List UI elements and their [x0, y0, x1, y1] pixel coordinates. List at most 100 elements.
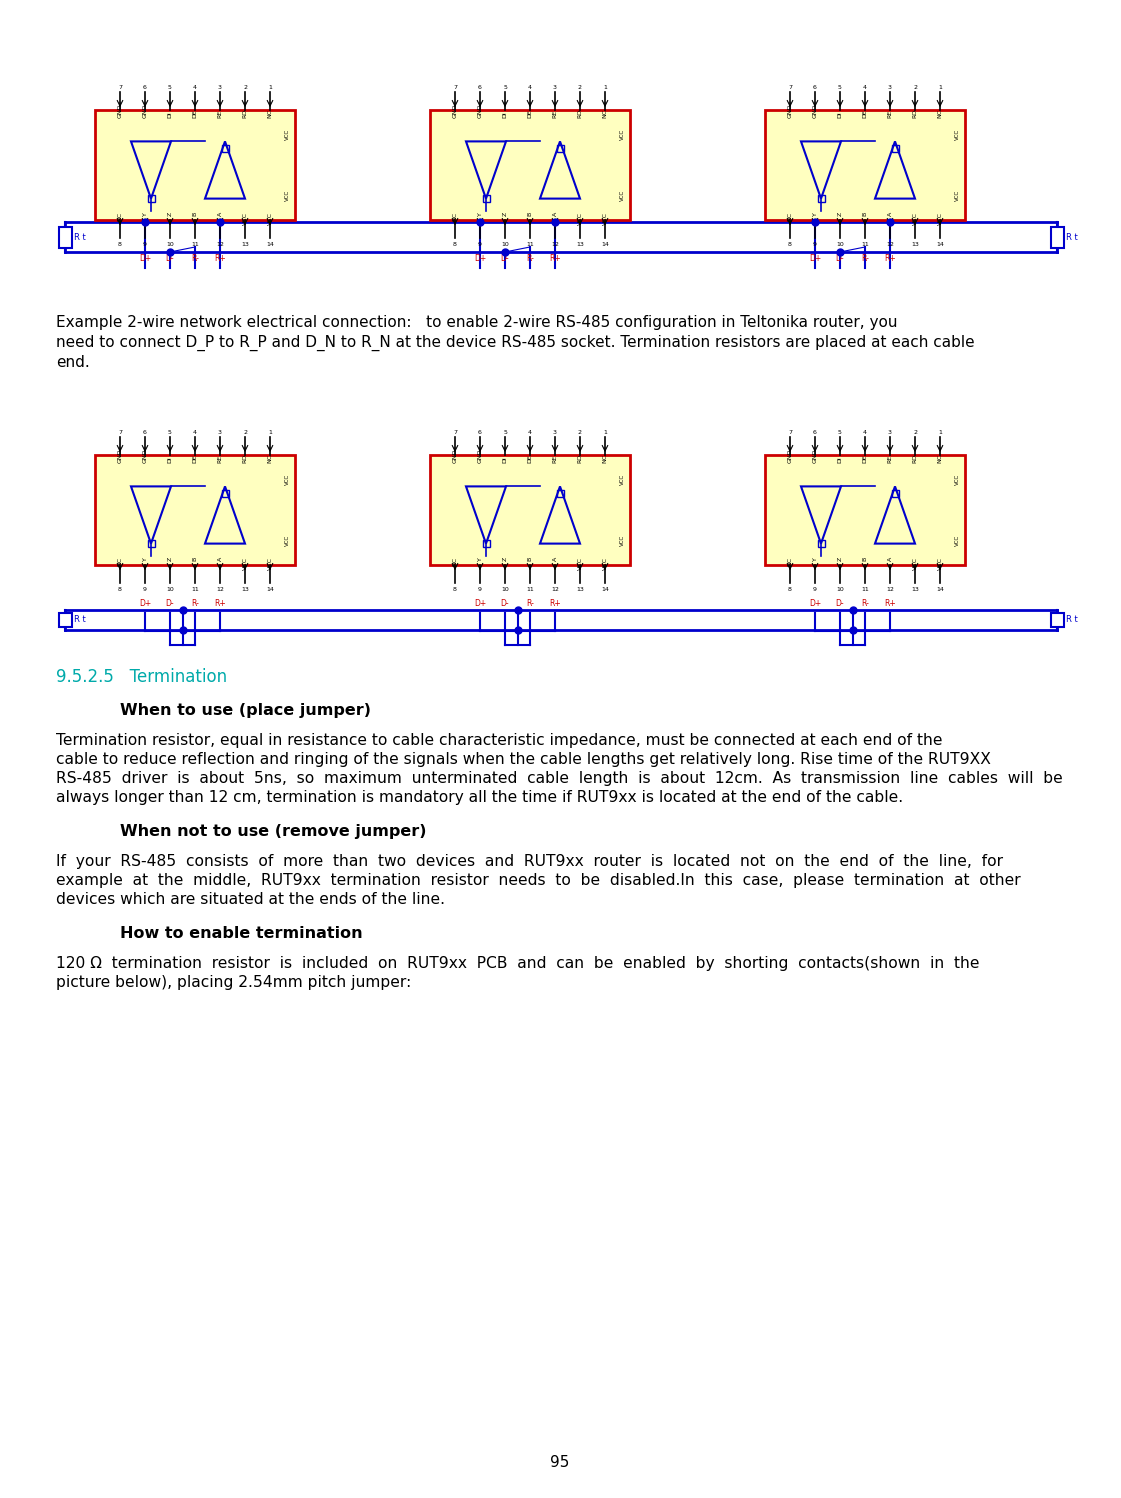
Text: 2: 2 [243, 430, 247, 434]
Text: 7: 7 [788, 85, 793, 90]
Text: GND: GND [453, 103, 457, 118]
Text: GND: GND [813, 103, 817, 118]
Bar [430, 455, 630, 565]
Text: DE: DE [528, 454, 532, 463]
Bar [148, 195, 155, 202]
Text: 3: 3 [553, 85, 557, 90]
Text: B: B [862, 557, 868, 562]
Bar [817, 195, 825, 202]
Text: Z: Z [167, 557, 173, 562]
Text: 6: 6 [478, 430, 482, 434]
Text: D-: D- [501, 599, 509, 608]
Text: 11: 11 [526, 587, 534, 592]
Text: NC: NC [602, 109, 608, 118]
Text: 7: 7 [453, 85, 457, 90]
Text: VCC: VCC [954, 129, 960, 139]
Text: RE: RE [553, 109, 557, 118]
Text: Y: Y [478, 213, 482, 216]
Text: VCC: VCC [937, 557, 943, 571]
Text: R-: R- [861, 599, 869, 608]
Text: VCC: VCC [577, 557, 583, 571]
Text: 10: 10 [836, 243, 844, 247]
Text: R-: R- [861, 255, 869, 264]
Text: 7: 7 [118, 430, 122, 434]
Text: DE: DE [862, 454, 868, 463]
Text: 1: 1 [268, 430, 272, 434]
Text: VCC: VCC [602, 557, 608, 571]
Text: A: A [553, 557, 557, 562]
Text: VCC: VCC [912, 557, 917, 571]
Text: 12: 12 [552, 243, 559, 247]
Text: VCC: VCC [620, 129, 624, 139]
Text: R-: R- [526, 255, 534, 264]
Text: 4: 4 [528, 85, 532, 90]
Text: VCC: VCC [620, 473, 624, 485]
Text: D-: D- [166, 599, 174, 608]
Text: 2: 2 [578, 85, 582, 90]
Text: 10: 10 [836, 587, 844, 592]
Text: 3: 3 [888, 430, 892, 434]
Text: How to enable termination: How to enable termination [120, 926, 362, 941]
Bar [1050, 226, 1064, 247]
Text: 11: 11 [526, 243, 534, 247]
Text: 8: 8 [788, 243, 791, 247]
Text: VCC: VCC [285, 190, 289, 201]
Bar [482, 195, 490, 202]
Text: Z: Z [502, 213, 508, 216]
Bar [222, 145, 229, 151]
Text: 9: 9 [478, 587, 482, 592]
Text: RO: RO [242, 454, 248, 463]
Text: 4: 4 [863, 430, 867, 434]
Text: Y: Y [478, 557, 482, 560]
Text: 13: 13 [576, 587, 584, 592]
Text: 4: 4 [863, 85, 867, 90]
Text: RE: RE [888, 109, 892, 118]
Text: R+: R+ [884, 599, 896, 608]
Text: VCC: VCC [620, 535, 624, 547]
Text: VCC: VCC [954, 190, 960, 201]
Text: 8: 8 [453, 587, 457, 592]
Text: 14: 14 [601, 587, 609, 592]
Text: DI: DI [502, 457, 508, 463]
Text: Z: Z [837, 213, 843, 216]
Text: VCC: VCC [577, 213, 583, 225]
Text: 1: 1 [603, 85, 606, 90]
Text: NC: NC [268, 109, 272, 118]
Bar [95, 455, 295, 565]
Text: D-: D- [835, 599, 844, 608]
Text: RE: RE [217, 109, 222, 118]
Text: 9: 9 [143, 243, 147, 247]
Text: 5: 5 [503, 430, 507, 434]
Bar [556, 145, 564, 151]
Text: 3: 3 [553, 430, 557, 434]
Text: NC: NC [453, 213, 457, 222]
Text: end.: end. [56, 355, 90, 370]
Text: R-: R- [191, 255, 198, 264]
Text: 2: 2 [243, 85, 247, 90]
Text: GND: GND [142, 103, 148, 118]
Text: 12: 12 [552, 587, 559, 592]
Text: 11: 11 [191, 243, 198, 247]
Text: 7: 7 [453, 430, 457, 434]
Text: 8: 8 [118, 243, 122, 247]
Text: NC: NC [118, 213, 122, 222]
Text: Y: Y [142, 557, 148, 560]
Text: VCC: VCC [268, 557, 272, 571]
Text: VCC: VCC [954, 535, 960, 547]
Text: VCC: VCC [268, 213, 272, 225]
Text: 10: 10 [166, 587, 174, 592]
Text: GND: GND [813, 448, 817, 463]
Text: 12: 12 [216, 243, 224, 247]
Text: NC: NC [787, 213, 793, 222]
Text: R+: R+ [214, 255, 225, 264]
Bar [1050, 613, 1064, 628]
Text: 2: 2 [912, 430, 917, 434]
Text: VCC: VCC [285, 129, 289, 139]
Text: 8: 8 [118, 587, 122, 592]
Text: Y: Y [813, 557, 817, 560]
Text: R+: R+ [884, 255, 896, 264]
Text: DI: DI [837, 111, 843, 118]
Bar [765, 109, 965, 220]
Text: R+: R+ [549, 255, 560, 264]
Text: D+: D+ [474, 255, 487, 264]
